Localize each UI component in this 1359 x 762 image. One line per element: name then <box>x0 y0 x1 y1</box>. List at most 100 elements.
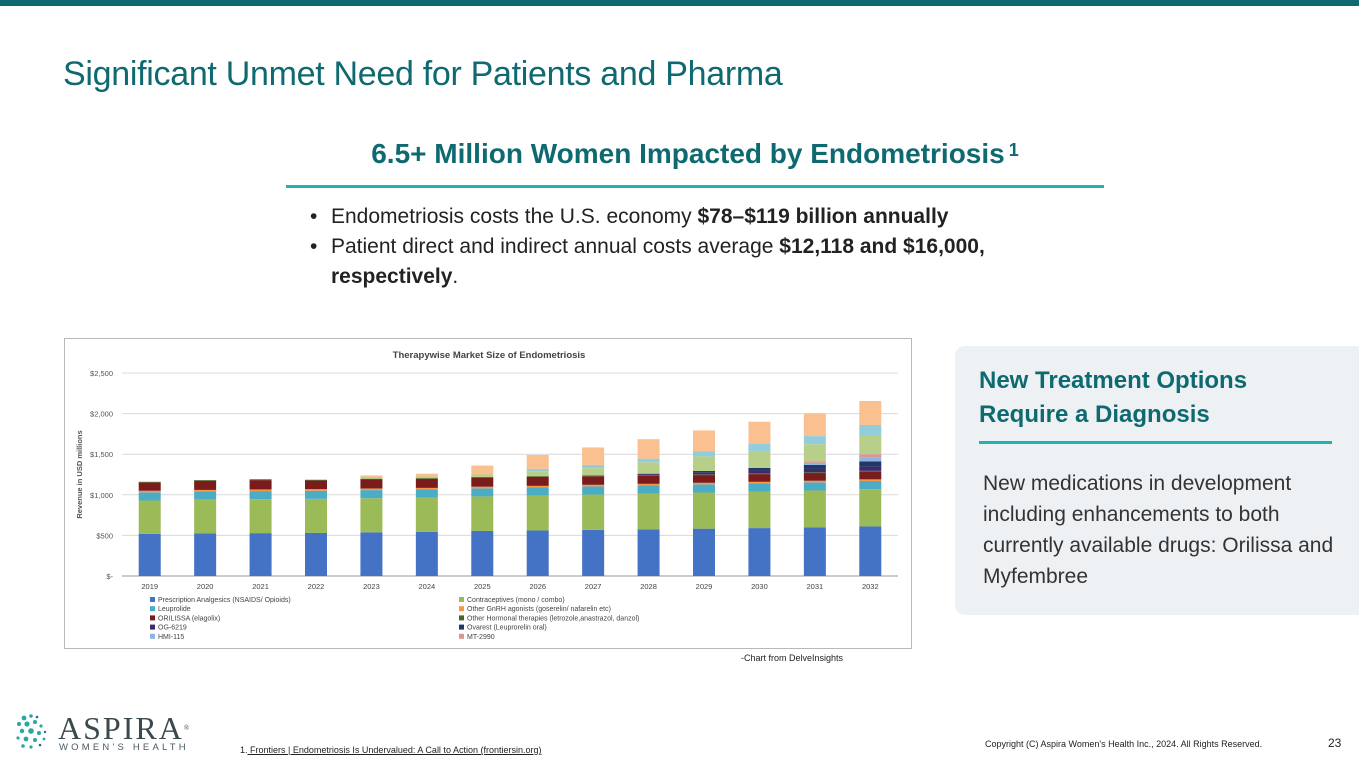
bar-segment <box>859 526 882 576</box>
bar-segment <box>803 468 826 473</box>
bar-segment <box>859 480 882 490</box>
bar-segment <box>526 485 549 488</box>
bar-segment <box>194 480 217 490</box>
section-subtitle: 6.5+ Million Women Impacted by Endometri… <box>286 138 1104 170</box>
bar-segment <box>637 493 660 530</box>
legend-label: Leuprolide <box>158 606 191 613</box>
bar-segment <box>859 435 882 455</box>
x-tick-label: 2022 <box>308 582 325 591</box>
bar-segment <box>415 478 438 479</box>
bar-segment <box>803 472 826 474</box>
bar-segment <box>526 455 549 469</box>
bar-segment <box>859 461 882 467</box>
bar-segment <box>693 471 715 473</box>
panel-heading-line1: New Treatment Options <box>979 367 1248 394</box>
legend-swatch <box>150 615 155 621</box>
treatment-options-panel: New Treatment Options Require a Diagnosi… <box>955 346 1359 615</box>
footnote-link[interactable]: Frontiers | Endometriosis Is Undervalued… <box>247 745 542 755</box>
bar-segment <box>693 482 715 485</box>
bar-segment <box>748 483 771 492</box>
x-tick-label: 2024 <box>419 582 436 591</box>
bar-segment <box>194 533 217 576</box>
bar-segment <box>637 474 660 476</box>
bar-segment <box>748 444 771 451</box>
y-tick-label: $1,000 <box>90 491 113 500</box>
x-tick-label: 2031 <box>807 582 824 591</box>
bar-segment <box>748 468 771 471</box>
bar-segment <box>582 476 605 485</box>
y-axis-label: Revenue in USD millions <box>75 430 84 518</box>
bar-segment <box>859 424 882 436</box>
bar-segment <box>748 450 771 469</box>
bar-segment <box>471 474 494 477</box>
bar-segment <box>637 462 660 474</box>
bar-segment <box>305 480 327 490</box>
bullet-bold: $12,118 and $16,000, respectively <box>331 235 985 288</box>
bar-segment <box>360 532 383 576</box>
market-size-chart: Therapywise Market Size of Endometriosis… <box>64 338 912 649</box>
bar-segment <box>526 476 549 486</box>
bar-segment <box>138 492 161 501</box>
bar-segment <box>249 480 272 490</box>
bar-segment <box>249 489 272 492</box>
bar-segment <box>693 475 715 483</box>
bar-segment <box>748 473 771 475</box>
bar-segment <box>859 470 882 472</box>
x-tick-label: 2025 <box>474 582 491 591</box>
bar-segment <box>748 470 771 474</box>
bar-segment <box>471 486 494 489</box>
bar-segment <box>415 478 438 488</box>
bar-segment <box>748 474 771 482</box>
x-tick-label: 2028 <box>640 582 657 591</box>
bar-segment <box>305 479 327 481</box>
legend-swatch <box>150 597 155 602</box>
bar-segment <box>138 533 161 576</box>
bullet-item: Patient direct and indirect annual costs… <box>310 232 1110 292</box>
bar-segment <box>526 530 549 576</box>
bar-segment <box>360 488 383 491</box>
footnote-number: 1. <box>240 745 248 755</box>
bar-segment <box>582 468 605 476</box>
bar-segment <box>305 532 327 576</box>
legend-label: ORILISSA (elagolix) <box>158 615 220 622</box>
x-tick-label: 2026 <box>529 582 546 591</box>
slide-title: Significant Unmet Need for Patients and … <box>63 55 783 93</box>
bar-segment <box>582 475 605 477</box>
bar-segment <box>637 475 660 484</box>
panel-body: New medications in development including… <box>983 472 1334 588</box>
page-number: 23 <box>1328 736 1342 750</box>
x-tick-label: 2019 <box>141 582 158 591</box>
subtitle-footnote-ref: 1 <box>1008 140 1019 160</box>
legend-swatch <box>459 597 464 602</box>
bar-segment <box>249 499 272 534</box>
bar-segment <box>803 461 826 463</box>
legend-label: Ovarest (Leuprorelin oral) <box>467 625 547 632</box>
bar-segment <box>582 464 605 469</box>
bar-segment <box>693 456 715 472</box>
bar-segment <box>138 500 161 534</box>
bar-segment <box>526 495 549 531</box>
bar-segment <box>582 486 605 495</box>
x-tick-label: 2027 <box>585 582 602 591</box>
logo-tagline: WOMEN'S HEALTH <box>59 742 189 753</box>
chart-source-note: -Chart from DelveInsights <box>741 653 844 663</box>
bar-segment <box>360 478 383 480</box>
bar-segment <box>803 444 826 462</box>
bar-segment <box>360 498 383 533</box>
logo-wordmark: ASPIRA® <box>58 710 190 746</box>
bar-segment <box>693 430 715 452</box>
bar-segment <box>138 482 161 491</box>
x-tick-label: 2020 <box>197 582 214 591</box>
bar-segment <box>637 458 660 463</box>
cost-bullet-list: Endometriosis costs the U.S. economy $78… <box>310 202 1110 292</box>
bar-segment <box>526 468 549 472</box>
bar-segment <box>194 489 217 492</box>
bar-segment <box>138 490 161 493</box>
legend-label: HMI-115 <box>158 634 184 641</box>
bar-segment <box>748 481 771 484</box>
bar-segment <box>360 490 383 499</box>
top-accent-bar <box>0 0 1359 6</box>
bar-segment <box>803 462 826 465</box>
bullet-bold: $78–$119 billion annually <box>697 205 949 228</box>
bar-segment <box>693 484 715 493</box>
